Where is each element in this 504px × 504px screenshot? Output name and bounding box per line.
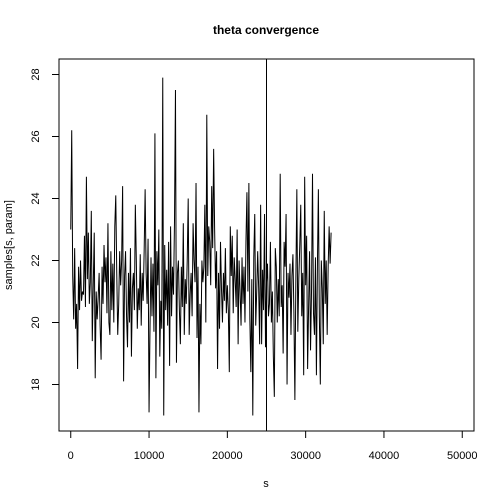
y-tick-label: 18 bbox=[30, 378, 42, 390]
x-tick-label: 50000 bbox=[447, 450, 478, 462]
x-tick-label: 40000 bbox=[369, 450, 400, 462]
y-axis-label: samples[s, param] bbox=[3, 200, 15, 290]
x-axis: 0 10000 20000 30000 40000 50000 bbox=[68, 430, 478, 462]
x-tick-label: 20000 bbox=[212, 450, 243, 462]
chart-title: theta convergence bbox=[213, 23, 319, 37]
x-tick-label: 30000 bbox=[290, 450, 321, 462]
y-tick-label: 26 bbox=[30, 130, 42, 142]
x-axis-label: s bbox=[263, 478, 269, 490]
y-tick-label: 22 bbox=[30, 254, 42, 266]
x-tick-label: 10000 bbox=[134, 450, 165, 462]
y-tick-label: 20 bbox=[30, 316, 42, 328]
y-tick-label: 28 bbox=[30, 68, 42, 80]
y-tick-label: 24 bbox=[30, 192, 42, 204]
y-axis: 18 20 22 24 26 28 bbox=[30, 68, 60, 391]
x-tick-label: 0 bbox=[68, 450, 74, 462]
trace-line bbox=[70, 77, 332, 416]
